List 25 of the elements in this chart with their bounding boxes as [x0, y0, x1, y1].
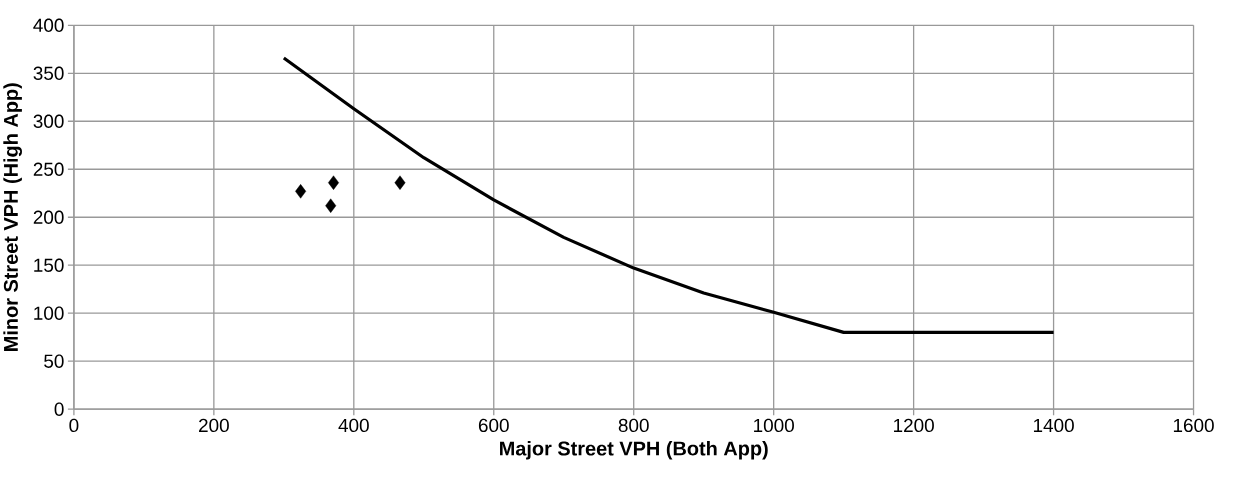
line-series	[282, 56, 1056, 335]
point	[325, 198, 337, 213]
y-tick-label: 150	[34, 258, 64, 272]
y-tick-label: 200	[33, 210, 64, 225]
point	[295, 184, 307, 199]
x-axis-title: Major Street VPH (Both App)	[500, 441, 768, 460]
y-tick-label: 350	[33, 66, 64, 81]
point	[328, 175, 339, 190]
point	[394, 175, 406, 190]
x-tick-label: 1000	[754, 418, 794, 433]
x-tick-label: 0	[69, 418, 79, 433]
y-tick-label: 300	[33, 114, 64, 129]
x-tick-label: 200	[199, 418, 229, 433]
x-tick-label: 800	[618, 418, 649, 433]
x-tick-label: 1600	[1173, 418, 1214, 433]
y-axis-title: Minor Street VPH (High App)	[3, 83, 22, 351]
y-tick-label: 400	[33, 18, 64, 33]
x-tick-label: 1200	[894, 418, 934, 433]
y-tick-label: 250	[33, 162, 64, 177]
y-tick-label: 50	[44, 354, 64, 368]
x-tick-label: 400	[338, 418, 369, 433]
y-tick-label: 0	[54, 402, 64, 416]
x-tick-label: 1400	[1033, 418, 1074, 433]
y-tick-label: 100	[34, 306, 64, 320]
x-tick-label: 600	[478, 418, 509, 433]
